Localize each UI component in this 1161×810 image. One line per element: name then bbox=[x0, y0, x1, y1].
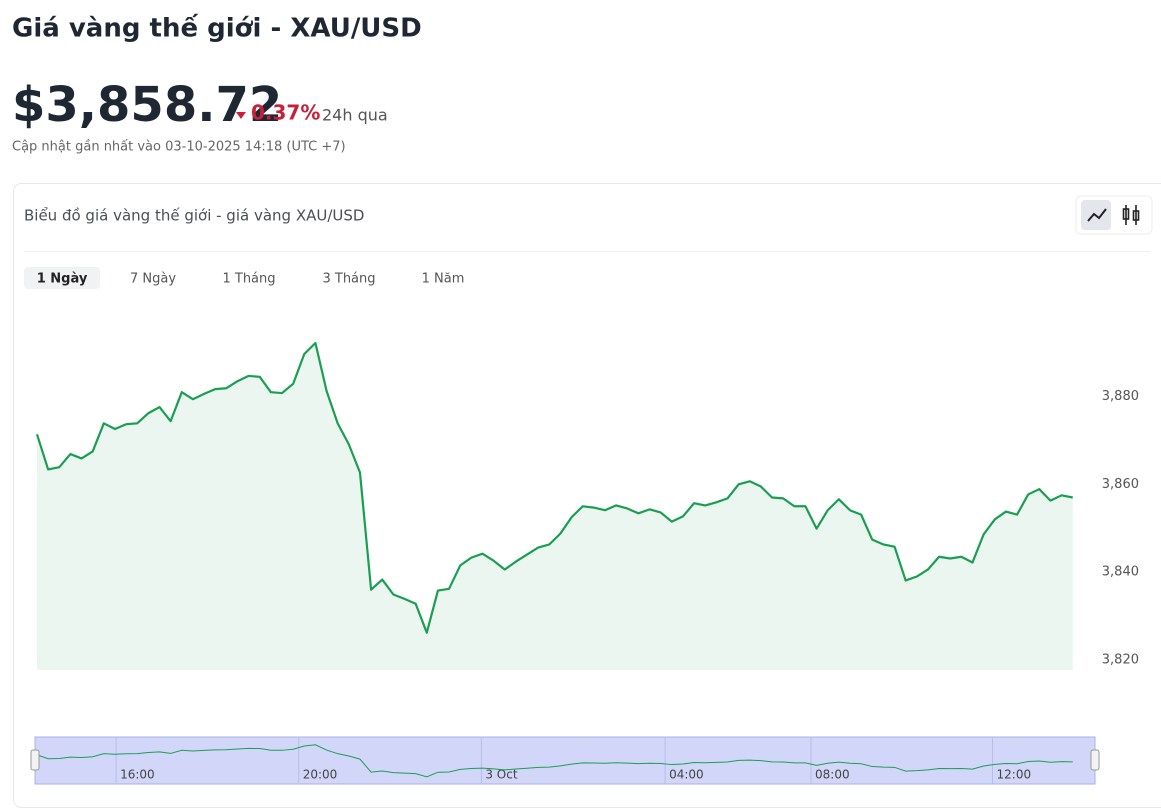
price: $3,858.72 bbox=[12, 77, 282, 133]
x-tick-label: 20:00 bbox=[303, 768, 338, 782]
updated: Cập nhật gần nhất vào 03-10-2025 14:18 (… bbox=[12, 140, 346, 155]
x-tick-label: 12:00 bbox=[997, 768, 1032, 782]
card-title: Biểu đồ giá vàng thế giới - giá vàng XAU… bbox=[24, 207, 364, 225]
y-tick-label: 3,840 bbox=[1102, 565, 1139, 580]
navigator-handle[interactable] bbox=[1090, 749, 1100, 771]
navigator-line bbox=[36, 744, 1073, 778]
y-tick-label: 3,860 bbox=[1102, 477, 1139, 492]
chart: 3,820 3,840 3,860 3,880 16:00 20:00 3 Oct 04:00… bbox=[30, 341, 1139, 785]
tabs: 1 Ngày 7 Ngày 1 Tháng 3 Tháng 1 Năm bbox=[24, 267, 464, 289]
candle-chart-button[interactable] bbox=[1122, 205, 1140, 225]
tab[interactable]: 7 Ngày bbox=[130, 272, 176, 287]
period: 24h qua bbox=[322, 106, 388, 125]
down-arrow bbox=[236, 112, 246, 119]
tab-active-bg bbox=[24, 267, 100, 289]
x-tick-label: 3 Oct bbox=[485, 768, 517, 782]
change: 0.37% bbox=[251, 101, 320, 125]
x-tick-label: 16:00 bbox=[120, 768, 155, 782]
x-tick-label: 08:00 bbox=[815, 768, 850, 782]
navigator-handle[interactable] bbox=[30, 749, 40, 771]
page-title: Giá vàng thế giới - XAU/USD bbox=[12, 13, 422, 44]
tab[interactable]: 1 Năm bbox=[422, 272, 465, 287]
y-tick-label: 3,880 bbox=[1102, 389, 1139, 404]
navigator bbox=[34, 736, 1096, 785]
price-line bbox=[35, 341, 1073, 634]
tab[interactable]: 3 Tháng bbox=[322, 272, 375, 287]
y-tick-label: 3,820 bbox=[1102, 652, 1139, 667]
tab[interactable]: 1 Tháng bbox=[222, 272, 275, 287]
line-icon bbox=[1087, 208, 1107, 222]
tab[interactable]: 1 Ngày bbox=[37, 272, 88, 287]
area bbox=[37, 343, 1073, 670]
x-tick-label: 04:00 bbox=[669, 768, 704, 782]
